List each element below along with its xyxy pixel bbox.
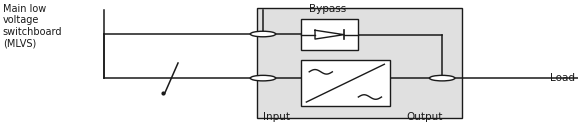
Circle shape	[429, 75, 455, 81]
Text: Load: Load	[550, 73, 575, 83]
Text: Main low
voltage
switchboard
(MLVS): Main low voltage switchboard (MLVS)	[3, 4, 62, 49]
Text: Bypass: Bypass	[309, 4, 346, 14]
Bar	[301, 19, 358, 50]
Bar	[301, 60, 390, 106]
Bar	[257, 8, 462, 118]
Circle shape	[250, 75, 276, 81]
Text: Input: Input	[263, 112, 290, 122]
Text: Output: Output	[407, 112, 443, 122]
Circle shape	[250, 31, 276, 37]
